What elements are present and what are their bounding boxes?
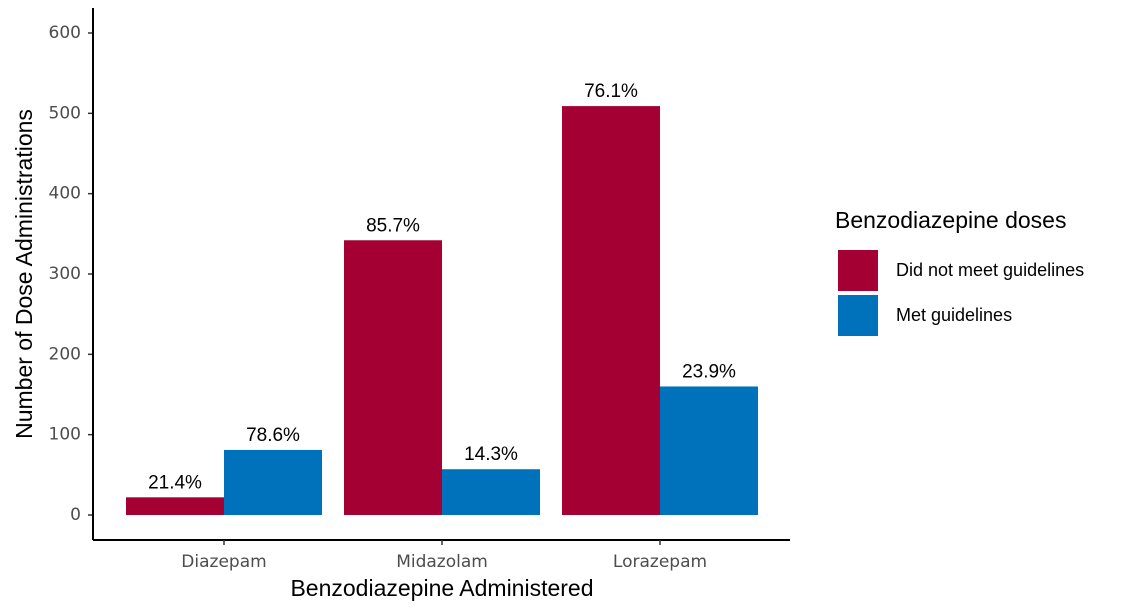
value-label: 76.1% — [584, 81, 638, 102]
x-tick-label: Diazepam — [181, 552, 266, 572]
legend-title: Benzodiazepine doses — [835, 207, 1066, 233]
value-label: 21.4% — [148, 472, 202, 493]
y-tick-label: 100 — [49, 425, 81, 445]
legend-key — [838, 295, 878, 336]
y-tick-label: 200 — [49, 344, 81, 364]
x-axis-title: Benzodiazepine Administered — [290, 575, 593, 601]
legend-label: Did not meet guidelines — [896, 260, 1084, 280]
bar — [442, 469, 540, 515]
y-tick-label: 500 — [49, 103, 81, 123]
y-tick-label: 600 — [49, 23, 81, 43]
bar — [562, 106, 660, 515]
legend-label: Met guidelines — [896, 305, 1012, 325]
value-label: 14.3% — [464, 444, 518, 465]
value-label: 23.9% — [682, 361, 736, 382]
legend-key — [838, 250, 878, 291]
y-tick-label: 400 — [49, 184, 81, 204]
bar — [660, 386, 758, 515]
x-tick-label: Midazolam — [396, 552, 488, 572]
bar — [224, 449, 322, 515]
bar — [344, 240, 442, 515]
value-label: 78.6% — [246, 425, 300, 446]
value-label: 85.7% — [366, 215, 420, 236]
bar — [126, 497, 224, 515]
x-tick-label: Lorazepam — [613, 552, 707, 572]
y-axis-title: Number of Dose Administrations — [11, 109, 37, 439]
y-tick-label: 0 — [70, 505, 81, 525]
y-tick-label: 300 — [49, 264, 81, 284]
